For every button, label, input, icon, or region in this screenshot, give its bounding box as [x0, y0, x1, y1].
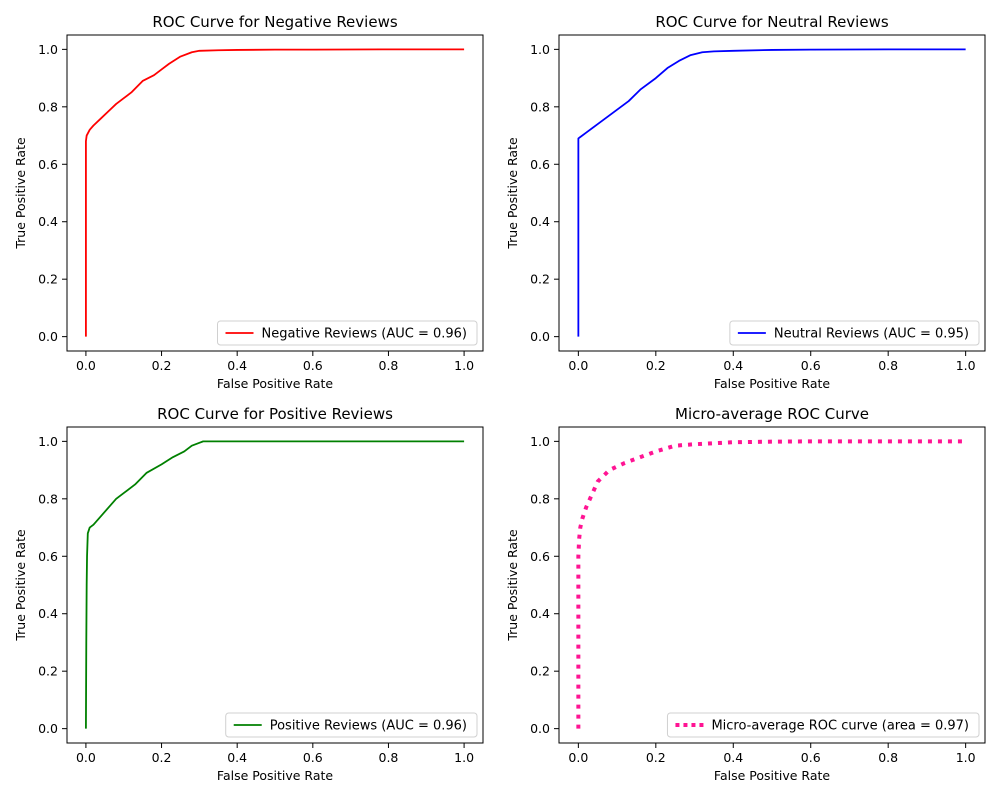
x-tick-label: 0.6: [801, 358, 821, 373]
legend-label: Negative Reviews (AUC = 0.96): [262, 327, 468, 342]
y-axis-label: True Positive Rate: [13, 137, 28, 250]
x-tick-label: 0.0: [76, 750, 96, 765]
y-tick-label: 0.4: [530, 214, 550, 229]
y-tick-label: 0.2: [530, 664, 550, 679]
y-tick-label: 0.4: [530, 606, 550, 621]
chart-title: Micro-average ROC Curve: [675, 405, 869, 423]
x-axis-label: False Positive Rate: [217, 768, 333, 783]
x-tick-label: 0.8: [878, 750, 898, 765]
y-tick-label: 1.0: [530, 42, 550, 57]
legend-label: Positive Reviews (AUC = 0.96): [270, 719, 467, 734]
x-tick-label: 1.0: [454, 750, 474, 765]
x-tick-label: 0.4: [723, 750, 743, 765]
y-axis-label: True Positive Rate: [13, 529, 28, 642]
y-tick-label: 0.2: [38, 272, 58, 287]
legend: Micro-average ROC curve (area = 0.97): [666, 712, 980, 738]
y-tick-label: 0.6: [530, 549, 550, 564]
x-tick-label: 0.4: [227, 750, 247, 765]
legend: Negative Reviews (AUC = 0.96): [217, 320, 478, 346]
y-tick-label: 0.4: [38, 606, 58, 621]
x-tick-label: 0.2: [152, 750, 172, 765]
x-tick-label: 1.0: [956, 358, 976, 373]
plot-frame: [558, 426, 986, 744]
y-axis-label: True Positive Rate: [505, 529, 520, 642]
series-line: [577, 48, 966, 337]
y-tick-label: 1.0: [530, 434, 550, 449]
x-tick-label: 0.0: [568, 750, 588, 765]
chart-title: ROC Curve for Negative Reviews: [152, 13, 397, 31]
plot-frame: [66, 426, 484, 744]
x-axis-label: False Positive Rate: [217, 376, 333, 391]
y-tick-label: 0.8: [530, 491, 550, 506]
x-tick-label: 0.0: [76, 358, 96, 373]
x-tick-label: 0.0: [568, 358, 588, 373]
legend-box: [225, 712, 478, 738]
y-axis-label: True Positive Rate: [505, 137, 520, 250]
chart-positive: ROC Curve for Positive Reviews False Pos…: [13, 405, 484, 783]
y-tick-label: 0.2: [38, 664, 58, 679]
x-tick-label: 0.4: [723, 358, 743, 373]
legend-label: Neutral Reviews (AUC = 0.95): [774, 327, 969, 342]
chart-neutral: ROC Curve for Neutral Reviews False Posi…: [505, 13, 986, 391]
legend-box: [729, 320, 980, 346]
y-tick-label: 0.0: [38, 329, 58, 344]
y-tick-label: 1.0: [38, 434, 58, 449]
chart-micro-average: Micro-average ROC Curve False Positive R…: [505, 405, 986, 783]
y-tick-label: 1.0: [38, 42, 58, 57]
x-tick-label: 0.4: [227, 358, 247, 373]
series-line: [576, 439, 966, 729]
chart-title: ROC Curve for Neutral Reviews: [655, 13, 889, 31]
legend-box: [666, 712, 980, 738]
x-tick-label: 1.0: [454, 358, 474, 373]
legend-box: [217, 320, 478, 346]
y-tick-label: 0.0: [530, 329, 550, 344]
y-tick-label: 0.8: [38, 99, 58, 114]
x-axis-label: False Positive Rate: [714, 376, 830, 391]
x-tick-label: 0.6: [303, 358, 323, 373]
y-tick-label: 0.0: [530, 721, 550, 736]
x-axis-label: False Positive Rate: [714, 768, 830, 783]
y-tick-label: 0.6: [38, 157, 58, 172]
series-line: [85, 48, 465, 337]
plot-frame: [558, 34, 986, 352]
legend: Neutral Reviews (AUC = 0.95): [729, 320, 980, 346]
chart-title: ROC Curve for Positive Reviews: [157, 405, 393, 423]
y-tick-label: 0.2: [530, 272, 550, 287]
y-tick-label: 0.4: [38, 214, 58, 229]
y-tick-label: 0.8: [530, 99, 550, 114]
x-tick-label: 1.0: [956, 750, 976, 765]
x-tick-label: 0.6: [801, 750, 821, 765]
y-tick-label: 0.0: [38, 721, 58, 736]
legend-label: Micro-average ROC curve (area = 0.97): [711, 719, 969, 734]
legend: Positive Reviews (AUC = 0.96): [225, 712, 478, 738]
y-tick-label: 0.8: [38, 491, 58, 506]
plot-frame: [66, 34, 484, 352]
y-tick-label: 0.6: [530, 157, 550, 172]
chart-negative: ROC Curve for Negative Reviews False Pos…: [13, 13, 484, 391]
x-tick-label: 0.2: [646, 750, 666, 765]
series-line: [85, 440, 465, 729]
y-tick-label: 0.6: [38, 549, 58, 564]
x-tick-label: 0.2: [152, 358, 172, 373]
x-tick-label: 0.6: [303, 750, 323, 765]
x-tick-label: 0.8: [379, 358, 399, 373]
x-tick-label: 0.2: [646, 358, 666, 373]
x-tick-label: 0.8: [379, 750, 399, 765]
x-tick-label: 0.8: [878, 358, 898, 373]
